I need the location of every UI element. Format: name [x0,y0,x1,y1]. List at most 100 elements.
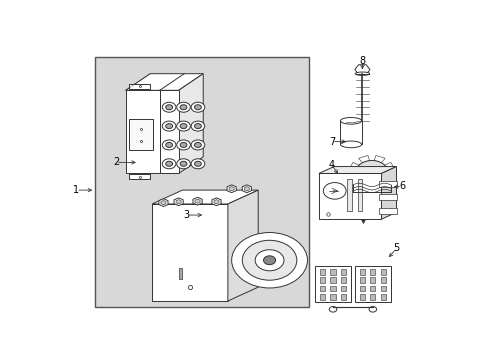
Polygon shape [211,198,221,206]
Circle shape [165,161,172,166]
Polygon shape [384,162,394,170]
Bar [359,294,365,300]
Circle shape [191,159,204,169]
Ellipse shape [340,141,361,148]
Polygon shape [381,167,396,219]
Bar [369,286,375,291]
Circle shape [328,307,336,312]
Bar [125,90,159,174]
Polygon shape [373,156,385,163]
Circle shape [165,143,172,148]
Circle shape [194,161,201,166]
Polygon shape [358,156,369,163]
Polygon shape [348,162,358,170]
Bar [320,286,325,291]
Bar [320,269,325,275]
Bar [320,294,325,300]
Ellipse shape [340,117,361,124]
Bar [330,286,335,291]
Circle shape [194,143,201,148]
Bar [380,286,385,291]
Bar [359,269,365,275]
Circle shape [180,123,186,129]
Text: 2: 2 [113,157,119,167]
Bar [380,278,385,283]
Polygon shape [159,199,168,207]
Polygon shape [152,190,258,204]
Circle shape [180,161,186,166]
Bar [152,204,227,301]
Polygon shape [358,181,369,189]
Bar [330,269,335,275]
Circle shape [180,143,186,148]
Polygon shape [244,186,249,191]
Bar [380,269,385,275]
Bar [340,294,346,300]
Bar [354,266,390,302]
Circle shape [368,307,376,312]
Bar [159,90,178,174]
Text: 1: 1 [73,185,79,195]
Ellipse shape [354,72,369,75]
Circle shape [255,250,284,271]
Circle shape [364,167,378,177]
Polygon shape [178,74,203,174]
Circle shape [162,140,176,150]
Bar [369,269,375,275]
Bar [346,179,351,211]
Bar [129,174,150,179]
Polygon shape [125,74,203,90]
Bar [379,181,396,187]
Circle shape [162,102,176,112]
Bar [379,194,396,201]
Circle shape [176,121,190,131]
Circle shape [162,159,176,169]
Polygon shape [176,200,181,204]
Bar [379,208,396,214]
Circle shape [165,105,172,110]
Polygon shape [227,190,258,301]
Bar [369,294,375,300]
Circle shape [355,161,387,184]
Circle shape [165,123,172,129]
Bar [129,84,150,89]
Polygon shape [373,181,385,189]
Bar [359,278,365,283]
Bar [369,278,375,283]
Circle shape [176,140,190,150]
Text: 8: 8 [359,56,365,66]
Circle shape [323,183,346,199]
Text: 6: 6 [398,181,405,191]
Bar [318,174,381,219]
Circle shape [191,121,204,131]
Text: 5: 5 [392,243,399,253]
Polygon shape [229,186,234,191]
Polygon shape [214,200,219,204]
Circle shape [231,233,307,288]
Circle shape [194,123,201,129]
Polygon shape [354,65,369,74]
Polygon shape [318,167,396,174]
Bar [330,278,335,283]
Circle shape [242,240,296,280]
Bar [340,278,346,283]
Polygon shape [161,201,165,205]
Circle shape [194,105,201,110]
Text: 4: 4 [328,160,334,170]
Bar [340,269,346,275]
Circle shape [191,140,204,150]
Bar [380,294,385,300]
Polygon shape [193,197,202,205]
Polygon shape [384,174,394,182]
Circle shape [162,121,176,131]
Polygon shape [348,174,358,182]
Circle shape [263,256,275,265]
Polygon shape [226,185,236,193]
Polygon shape [195,199,200,203]
Bar [357,179,362,211]
Bar [359,286,365,291]
Bar [314,266,350,302]
Bar [340,286,346,291]
Bar [178,268,181,279]
Bar [330,294,335,300]
